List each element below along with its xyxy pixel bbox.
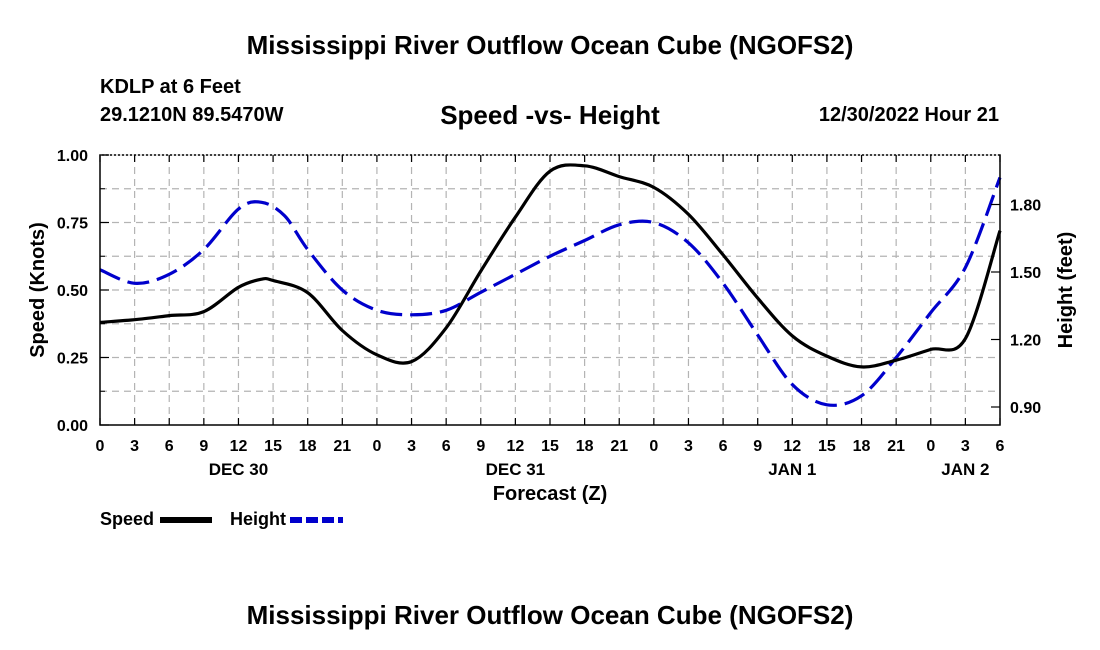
y-tick-label: 0.75 bbox=[57, 216, 88, 233]
x-tick-label: 9 bbox=[753, 438, 762, 455]
x-tick-label: 0 bbox=[926, 438, 935, 455]
y-tick-label: 0.00 bbox=[57, 418, 88, 435]
series-layer bbox=[99, 163, 1002, 407]
y2-tick-label: 1.20 bbox=[1010, 333, 1041, 350]
y2-tick-label: 0.90 bbox=[1010, 400, 1041, 417]
series-line-speed bbox=[99, 163, 1002, 369]
x-tick-label: 15 bbox=[541, 438, 559, 455]
x-axis-title: Forecast (Z) bbox=[493, 483, 607, 505]
x-tick-label: 3 bbox=[684, 438, 693, 455]
x-tick-label: 3 bbox=[407, 438, 416, 455]
x-date-label: JAN 1 bbox=[768, 460, 816, 479]
y-tick-label: 0.25 bbox=[57, 351, 88, 368]
y2-tick-label: 1.50 bbox=[1010, 265, 1041, 282]
footer-title: Mississippi River Outflow Ocean Cube (NG… bbox=[246, 600, 854, 630]
x-tick-label: 0 bbox=[372, 438, 381, 455]
legend-label-speed: Speed bbox=[100, 509, 154, 529]
x-tick-label: 21 bbox=[887, 438, 905, 455]
station-coordinates: 29.1210N 89.5470W bbox=[100, 104, 284, 126]
x-tick-label: 3 bbox=[961, 438, 970, 455]
x-tick-label: 12 bbox=[783, 438, 801, 455]
legend-label-height: Height bbox=[230, 509, 286, 529]
x-date-label: DEC 31 bbox=[486, 460, 546, 479]
x-tick-label: 21 bbox=[333, 438, 351, 455]
series-line-height bbox=[99, 176, 1002, 407]
chart-title: Mississippi River Outflow Ocean Cube (NG… bbox=[246, 30, 854, 60]
x-tick-label: 6 bbox=[442, 438, 451, 455]
grid-lines bbox=[100, 155, 1000, 425]
axes: 0 3 6 9 12 15 18 21 0 3 6 9 12 15 18 21 0 3 6 9 12 15 18 21 0 3 6 0… bbox=[57, 148, 1041, 479]
x-tick-label: 18 bbox=[853, 438, 871, 455]
y-tick-label: 1.00 bbox=[57, 148, 88, 165]
legend: Speed Height bbox=[100, 509, 343, 529]
x-tick-label: 6 bbox=[165, 438, 174, 455]
x-tick-label: 18 bbox=[299, 438, 317, 455]
x-tick-label: 6 bbox=[719, 438, 728, 455]
x-tick-label: 12 bbox=[506, 438, 524, 455]
x-tick-label: 9 bbox=[199, 438, 208, 455]
x-tick-label: 15 bbox=[264, 438, 282, 455]
x-date-label: DEC 30 bbox=[209, 460, 269, 479]
x-tick-label: 15 bbox=[818, 438, 836, 455]
x-tick-label: 9 bbox=[476, 438, 485, 455]
y-tick-label: 0.50 bbox=[57, 283, 88, 300]
x-tick-label: 0 bbox=[96, 438, 105, 455]
x-tick-label: 12 bbox=[230, 438, 248, 455]
x-tick-label: 3 bbox=[130, 438, 139, 455]
chart-subtitle: Speed -vs- Height bbox=[440, 100, 660, 130]
y-axis-title: Speed (Knots) bbox=[27, 222, 49, 358]
forecast-datetime: 12/30/2022 Hour 21 bbox=[818, 104, 999, 126]
x-tick-label: 0 bbox=[649, 438, 658, 455]
x-tick-label: 21 bbox=[610, 438, 628, 455]
x-tick-label: 6 bbox=[996, 438, 1005, 455]
x-date-label: JAN 2 bbox=[941, 460, 989, 479]
x-tick-label: 18 bbox=[576, 438, 594, 455]
y2-tick-label: 1.80 bbox=[1010, 198, 1041, 215]
station-label: KDLP at 6 Feet bbox=[100, 76, 241, 98]
y2-axis-title: Height (feet) bbox=[1055, 232, 1077, 349]
